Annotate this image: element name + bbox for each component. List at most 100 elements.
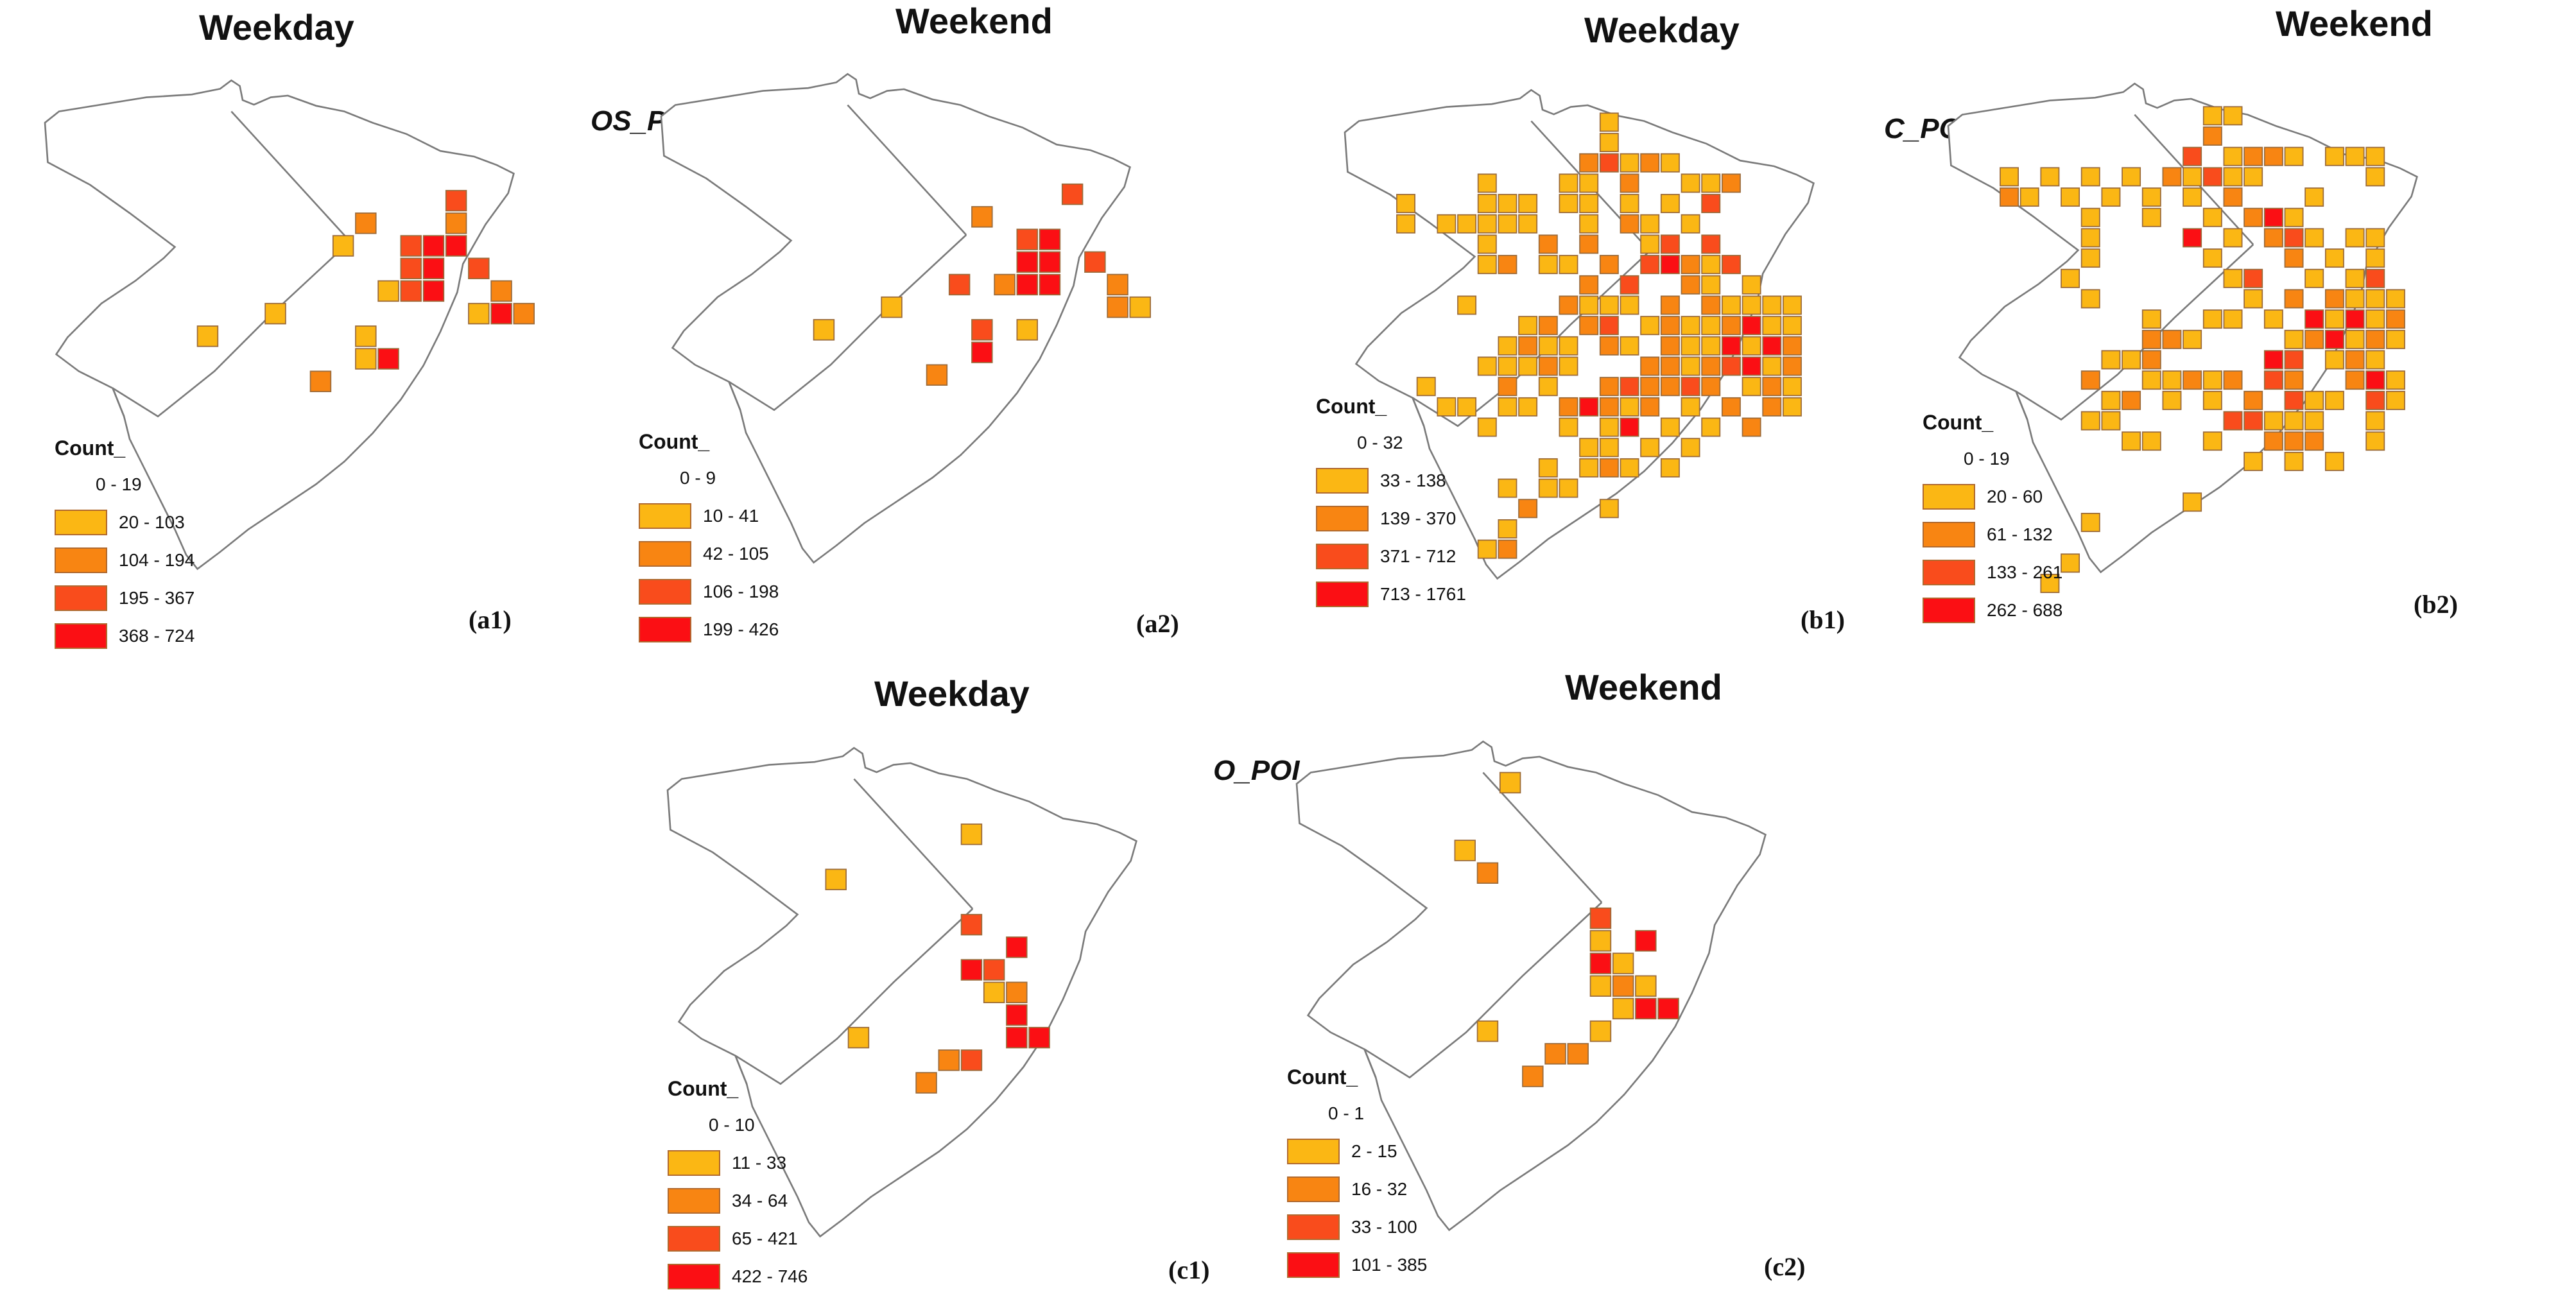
poi-grid-cell (1640, 377, 1660, 397)
poi-grid-cell (1476, 1020, 1499, 1042)
poi-grid-cell (2284, 451, 2304, 471)
poi-grid-cell (2304, 390, 2324, 410)
poi-grid-cell (994, 273, 1016, 296)
poi-grid-cell (1498, 519, 1517, 538)
poi-grid-cell (1579, 214, 1599, 234)
poi-grid-cell (1635, 997, 1657, 1020)
poi-grid-cell (1544, 1043, 1566, 1065)
poi-grid-cell (2243, 411, 2263, 431)
legend-row: 33 - 138 (1316, 461, 1466, 499)
poi-grid-cell (2080, 289, 2100, 309)
district-boundary (728, 234, 967, 411)
legend-swatch (1287, 1138, 1340, 1164)
legend-swatch (1316, 467, 1369, 494)
poi-grid-cell (2284, 207, 2304, 227)
poi-grid-cell (2284, 370, 2304, 390)
poi-grid-cell (2223, 146, 2243, 166)
poi-grid-cell (1477, 539, 1497, 559)
poi-grid-cell (1721, 397, 1741, 417)
poi-grid-cell (2365, 228, 2385, 248)
poi-grid-cell (1579, 295, 1599, 315)
legend-title: Count_ (1287, 1065, 1358, 1089)
legend-swatch (668, 1225, 720, 1252)
poi-grid-cell (1660, 356, 1680, 376)
poi-grid-cell (1006, 936, 1028, 958)
legend-swatch (1316, 581, 1369, 607)
poi-grid-cell (2345, 350, 2365, 370)
poi-grid-cell (1701, 255, 1721, 275)
legend-a2: Count_ 0 - 9 10 - 41 42 - 105 106 - 198 199 -… (639, 430, 779, 648)
legend-swatch (639, 540, 691, 567)
poi-grid-cell (2162, 390, 2182, 410)
poi-grid-cell (1028, 1026, 1050, 1049)
legend-class-label: 199 - 426 (703, 619, 779, 639)
poi-grid-cell (1620, 377, 1639, 397)
poi-grid-cell (1660, 377, 1680, 397)
poi-grid-cell (196, 325, 219, 347)
legend-class-label: 2 - 15 (1351, 1141, 1397, 1161)
poi-grid-cell (2183, 146, 2202, 166)
poi-grid-cell (2263, 350, 2283, 370)
poi-grid-cell (1084, 251, 1106, 273)
poi-grid-cell (1612, 952, 1634, 974)
poi-grid-cell (1589, 952, 1612, 974)
legend-row: 101 - 385 (1287, 1246, 1427, 1284)
poi-grid-cell (1498, 397, 1517, 417)
legend-class-label: 0 - 19 (96, 474, 142, 494)
poi-grid-cell (2365, 390, 2385, 410)
poi-grid-cell (1559, 173, 1578, 193)
poi-grid-cell (2141, 207, 2161, 227)
poi-grid-cell (1599, 295, 1619, 315)
poi-grid-cell (2223, 370, 2243, 390)
poi-grid-cell (1039, 251, 1061, 273)
legend-row: 20 - 60 (1923, 478, 2062, 515)
poi-grid-cell (1701, 173, 1721, 193)
poi-grid-cell (1477, 234, 1497, 254)
poi-grid-cell (355, 325, 377, 347)
legend-row: 2 - 15 (1287, 1132, 1427, 1170)
poi-grid-cell (1589, 930, 1612, 952)
map-c2 (1295, 740, 1767, 1232)
legend-row: 65 - 421 (668, 1219, 808, 1257)
poi-grid-cell (1620, 214, 1639, 234)
poi-grid-cell (1701, 377, 1721, 397)
poi-grid-cell (1762, 316, 1782, 336)
poi-grid-cell (1762, 356, 1782, 376)
map-a2 (660, 73, 1151, 564)
poi-grid-cell (1701, 316, 1721, 336)
poi-grid-cell (2324, 451, 2344, 471)
poi-grid-cell (1701, 417, 1721, 437)
poi-grid-cell (1620, 295, 1639, 315)
poi-grid-cell (2284, 329, 2304, 349)
poi-grid-cell (2263, 370, 2283, 390)
poi-grid-cell (1640, 234, 1660, 254)
legend-row: 34 - 64 (668, 1182, 808, 1219)
legend-row: 0 - 10 (668, 1106, 808, 1144)
poi-grid-cell (2162, 329, 2182, 349)
poi-grid-cell (1579, 194, 1599, 214)
poi-grid-cell (400, 257, 422, 279)
poi-grid-cell (2243, 146, 2263, 166)
poi-grid-cell (422, 235, 445, 257)
poi-grid-cell (1039, 273, 1061, 296)
poi-grid-cell (1477, 173, 1497, 193)
poi-grid-cell (2263, 146, 2283, 166)
poi-grid-cell (1518, 194, 1538, 214)
legend-class-label: 20 - 60 (1987, 486, 2043, 506)
poi-grid-cell (1579, 173, 1599, 193)
poi-grid-cell (938, 1049, 960, 1071)
poi-grid-cell (1721, 316, 1741, 336)
legend-row: 262 - 688 (1923, 591, 2062, 629)
poi-grid-cell (1498, 356, 1517, 376)
poi-grid-cell (2162, 370, 2182, 390)
poi-grid-cell (1599, 255, 1619, 275)
poi-grid-cell (1640, 153, 1660, 173)
poi-grid-cell (2122, 167, 2141, 187)
legend-swatch (1923, 483, 1975, 510)
poi-grid-cell (2122, 350, 2141, 370)
poi-grid-cell (1599, 397, 1619, 417)
poi-grid-cell (1538, 356, 1558, 376)
poi-grid-cell (2243, 207, 2263, 227)
poi-grid-cell (2365, 248, 2385, 268)
poi-grid-cell (2122, 390, 2141, 410)
